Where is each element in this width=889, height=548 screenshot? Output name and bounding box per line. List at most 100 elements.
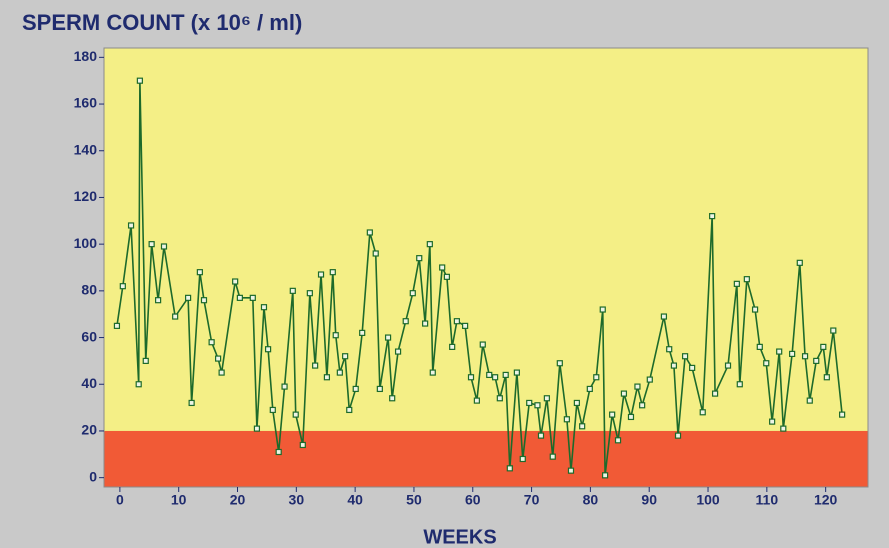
data-point (394, 348, 402, 355)
data-point (260, 304, 268, 311)
data-point (756, 343, 763, 350)
data-point (142, 357, 149, 365)
data-point (281, 383, 288, 390)
data-point (660, 313, 668, 320)
y-tick-label: 160 (74, 95, 98, 111)
data-point (627, 413, 635, 421)
data-point (769, 418, 776, 425)
data-point (366, 229, 373, 236)
plot-background (104, 48, 868, 487)
data-point (830, 327, 837, 334)
data-point (820, 343, 827, 350)
data-point (359, 329, 366, 336)
x-tick-label: 50 (406, 492, 422, 508)
data-point (384, 334, 392, 341)
data-point (426, 241, 433, 248)
data-point (416, 255, 423, 262)
data-point (113, 322, 121, 329)
data-point (579, 423, 586, 430)
data-point (666, 346, 673, 353)
x-tick-label: 0 (116, 492, 124, 508)
x-tick-label: 110 (756, 492, 779, 508)
data-point (409, 290, 416, 297)
data-point (462, 322, 469, 329)
data-point (743, 276, 750, 283)
data-point (443, 273, 450, 280)
data-point (709, 213, 716, 220)
data-point (317, 271, 325, 278)
data-point (439, 264, 446, 271)
data-point (689, 364, 696, 372)
data-point (711, 390, 719, 397)
threshold-band (104, 430, 868, 487)
plot-frame (103, 47, 869, 488)
data-point (215, 355, 222, 362)
data-point (513, 369, 520, 376)
x-axis-label: WEEKS (423, 526, 496, 548)
y-tick-label: 60 (81, 328, 97, 344)
data-point (148, 241, 155, 248)
data-point (292, 411, 299, 418)
data-point (249, 294, 256, 301)
x-tick-label: 90 (641, 492, 657, 508)
data-point (537, 432, 545, 439)
data-point (196, 269, 203, 276)
data-point (567, 467, 575, 474)
data-point (492, 374, 499, 381)
data-point (646, 376, 653, 383)
data-point (556, 360, 563, 367)
x-tick-label: 10 (171, 492, 187, 508)
data-point (473, 397, 480, 404)
x-tick-label: 70 (524, 492, 540, 508)
data-point (289, 287, 296, 294)
data-point (776, 348, 783, 355)
data-point (376, 385, 383, 393)
data-point (796, 259, 803, 266)
data-point (323, 374, 331, 381)
data-point (543, 395, 550, 402)
data-point (751, 306, 759, 313)
y-tick-label: 120 (74, 188, 98, 204)
data-point (526, 399, 533, 407)
data-point (801, 353, 809, 360)
data-point (639, 402, 646, 409)
data-point (614, 437, 622, 444)
data-point (332, 332, 339, 339)
data-point (136, 77, 143, 84)
data-point (236, 294, 243, 301)
data-point (601, 472, 609, 479)
data-point (593, 374, 600, 381)
data-point (306, 290, 313, 297)
data-point (586, 385, 593, 393)
data-point (674, 432, 682, 439)
data-point (172, 313, 179, 320)
data-point (519, 455, 526, 463)
data-point (634, 383, 641, 390)
chart-title: SPERM COUNT (x 10⁶ / ml) (22, 10, 302, 35)
data-point (806, 397, 813, 404)
data-point (336, 369, 343, 376)
data-point (135, 381, 142, 388)
data-point (275, 448, 282, 456)
data-point (342, 353, 349, 360)
data-point (486, 371, 493, 379)
data-point (699, 409, 706, 416)
y-tick-label: 40 (81, 375, 97, 391)
data-point (733, 280, 740, 287)
data-line (116, 80, 843, 476)
x-tick-label: 30 (289, 492, 305, 508)
data-point (789, 350, 796, 357)
data-point (502, 371, 509, 379)
data-point (780, 425, 787, 432)
data-point (127, 222, 135, 229)
data-point (389, 395, 396, 402)
data-point (479, 341, 486, 348)
data-point (346, 406, 353, 414)
data-point (813, 357, 820, 365)
y-tick-label: 100 (74, 235, 98, 251)
y-tick-label: 80 (81, 282, 97, 298)
data-point (200, 297, 208, 304)
data-point (299, 441, 306, 449)
data-point (681, 353, 689, 360)
